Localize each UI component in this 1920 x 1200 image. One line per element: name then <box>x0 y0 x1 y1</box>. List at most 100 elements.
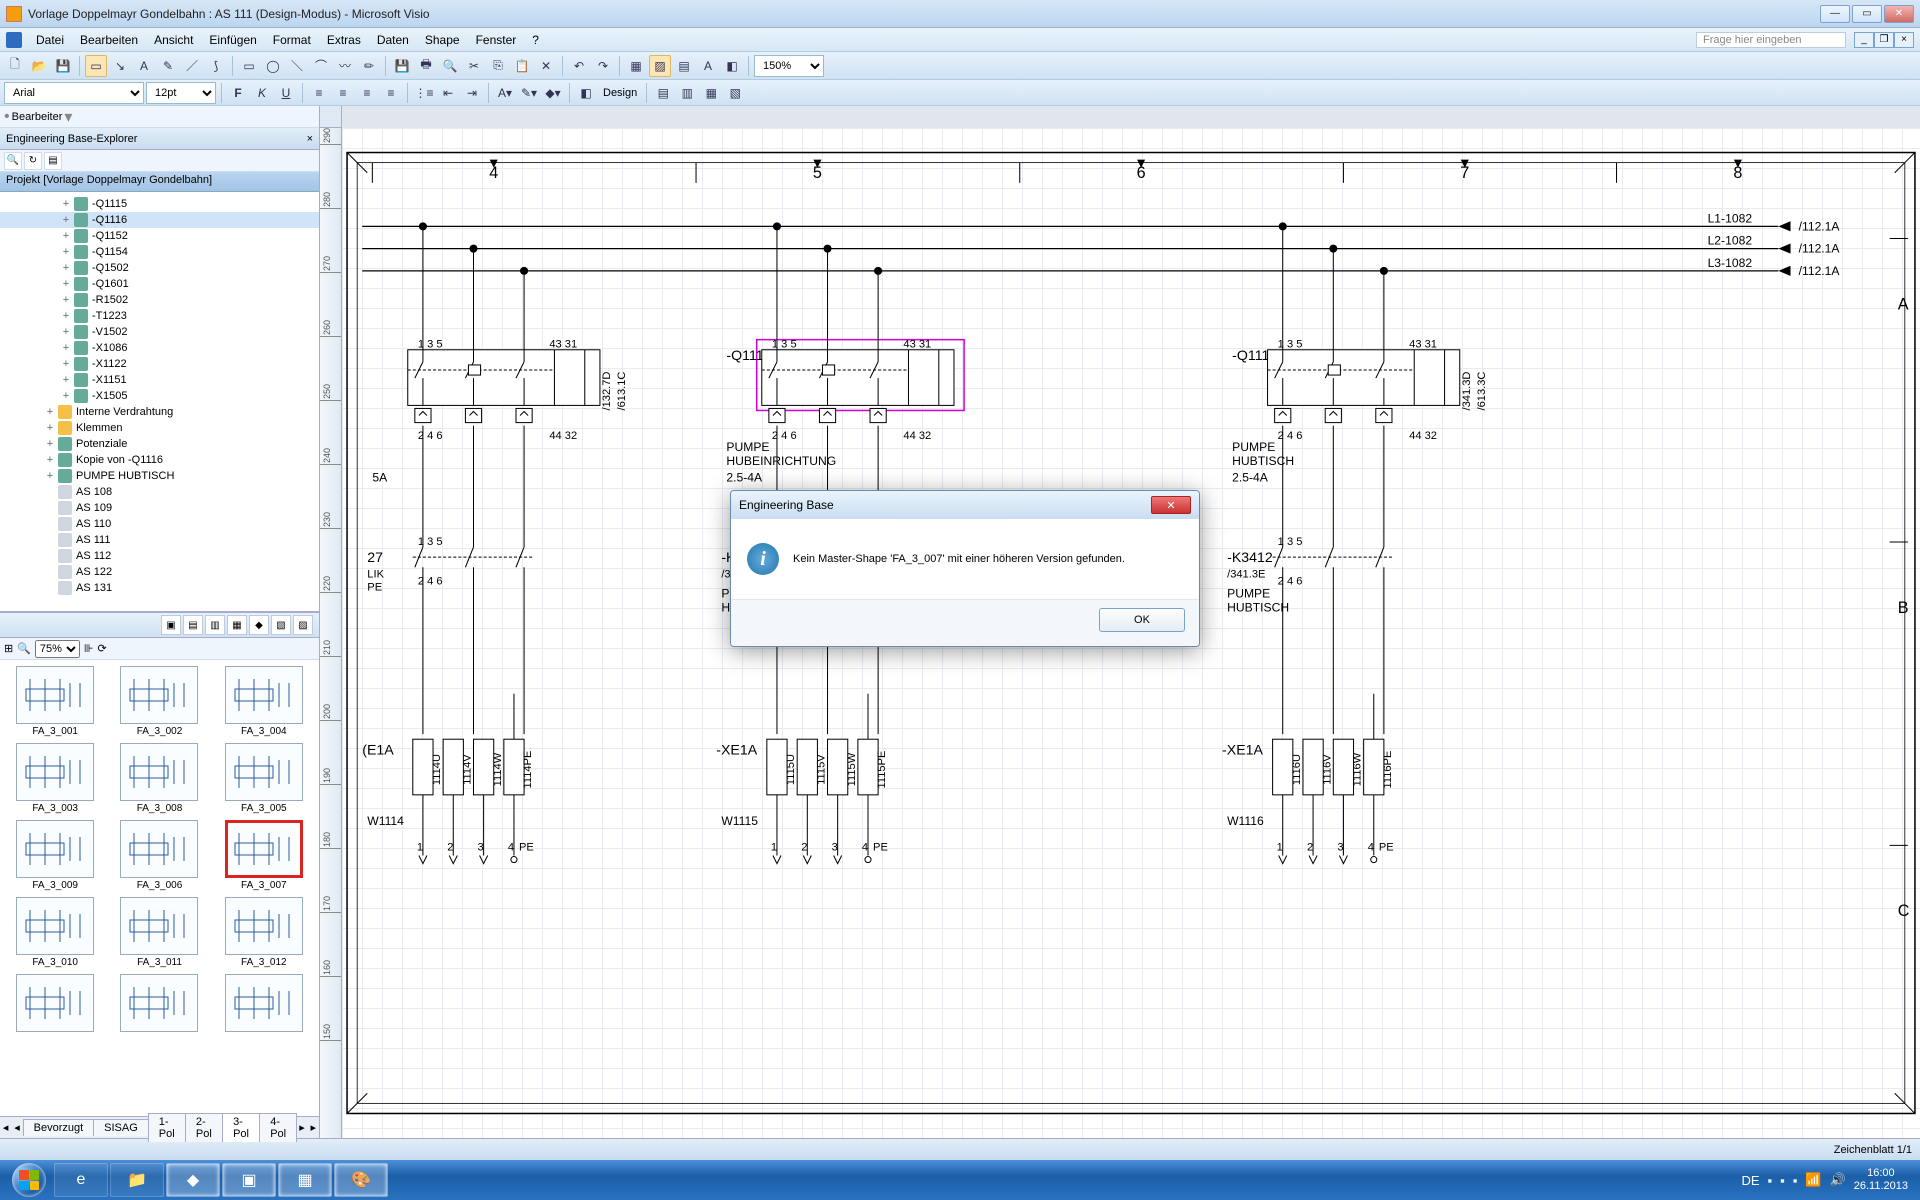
tree-item[interactable]: +-Q1154 <box>0 244 319 260</box>
tray-icon-2[interactable]: ▪ <box>1780 1173 1785 1188</box>
menu-fenster[interactable]: Fenster <box>468 31 525 49</box>
font-color-icon[interactable]: A <box>697 55 719 77</box>
doc-close-button[interactable]: × <box>1894 32 1914 48</box>
shape-stencil[interactable]: FA_3_012 <box>215 897 313 968</box>
dialog-close-icon[interactable]: ✕ <box>1151 496 1191 514</box>
line-color-icon[interactable]: ✎▾ <box>518 82 540 104</box>
fontsize-dropdown[interactable]: 12pt <box>146 82 216 104</box>
redo-icon[interactable]: ↷ <box>592 55 614 77</box>
arc-tool-icon[interactable]: ⟆ <box>205 55 227 77</box>
tree-item[interactable]: +-X1151 <box>0 372 319 388</box>
zoom-dropdown[interactable]: 150% <box>754 55 824 77</box>
tab-nav[interactable]: ▸ <box>308 1121 319 1134</box>
menu-bearbeiten[interactable]: Bearbeiten <box>72 31 146 49</box>
rectangle-icon[interactable]: ▭ <box>238 55 260 77</box>
explorer-close-icon[interactable]: × <box>307 133 313 145</box>
tree-item[interactable]: +PUMPE HUBTISCH <box>0 468 319 484</box>
shape-stencil[interactable]: FA_3_009 <box>6 820 104 891</box>
stencil-tab[interactable]: 2-Pol <box>185 1113 223 1142</box>
shape-stencil[interactable]: FA_3_007 <box>215 820 313 891</box>
tree-item[interactable]: AS 131 <box>0 580 319 596</box>
tree-item[interactable]: +-X1086 <box>0 340 319 356</box>
connect-icon[interactable]: ▦ <box>700 82 722 104</box>
layout-icon[interactable]: ▧ <box>724 82 746 104</box>
fill-icon[interactable]: ◧ <box>721 55 743 77</box>
menu-shape[interactable]: Shape <box>417 31 468 49</box>
save-icon[interactable]: 💾 <box>52 55 74 77</box>
shape-stencil[interactable]: FA_3_001 <box>6 666 104 737</box>
menu-extras[interactable]: Extras <box>319 31 369 49</box>
arc2-icon[interactable]: ⌒ <box>310 55 332 77</box>
pen-icon[interactable]: ✏ <box>358 55 380 77</box>
shape-stencil[interactable]: FA_3_005 <box>215 743 313 814</box>
italic-icon[interactable]: K <box>251 82 273 104</box>
tree-item[interactable]: +-Q1115 <box>0 196 319 212</box>
tree-item[interactable]: +Interne Verdrahtung <box>0 404 319 420</box>
shape-stencil[interactable]: FA_3_003 <box>6 743 104 814</box>
menu-format[interactable]: Format <box>265 31 319 49</box>
paste-icon[interactable]: 📋 <box>511 55 533 77</box>
ask-box[interactable]: Frage hier eingeben <box>1696 32 1846 48</box>
menu-datei[interactable]: Datei <box>28 31 72 49</box>
design-button[interactable]: Design <box>599 87 641 99</box>
tree-item[interactable]: +-R1502 <box>0 292 319 308</box>
project-header[interactable]: Projekt [Vorlage Doppelmayr Gondelbahn] <box>0 172 319 192</box>
start-button[interactable] <box>6 1162 52 1198</box>
copy-icon[interactable]: ⎘ <box>487 55 509 77</box>
shapes-zoom-dropdown[interactable]: 75% <box>35 640 80 658</box>
mid-btn-1[interactable]: ▣ <box>161 615 181 635</box>
minimize-button[interactable]: — <box>1820 5 1850 23</box>
tree-item[interactable]: AS 122 <box>0 564 319 580</box>
tree-item[interactable]: AS 111 <box>0 532 319 548</box>
explorer-refresh-icon[interactable]: ↻ <box>24 152 42 170</box>
line-tool-icon[interactable]: ／ <box>181 55 203 77</box>
stencil-tab[interactable]: 3-Pol <box>222 1113 260 1142</box>
tray-clock[interactable]: 16:00 26.11.2013 <box>1854 1167 1908 1193</box>
taskbar-explorer-icon[interactable]: 📁 <box>110 1163 164 1197</box>
tree-item[interactable]: +Potenziale <box>0 436 319 452</box>
highlight-icon[interactable]: ▨ <box>649 55 671 77</box>
stencil-tab[interactable]: 1-Pol <box>148 1113 186 1142</box>
connector-tool-icon[interactable]: ↘ <box>109 55 131 77</box>
font-color2-icon[interactable]: A▾ <box>494 82 516 104</box>
tree-item[interactable]: +-Q1116 <box>0 212 319 228</box>
preview-icon[interactable]: 🔍 <box>439 55 461 77</box>
bold-icon[interactable]: F <box>227 82 249 104</box>
shapes-opt1-icon[interactable]: ⊪ <box>84 642 94 655</box>
tray-volume-icon[interactable]: 🔊 <box>1830 1172 1846 1188</box>
shape-stencil[interactable] <box>215 974 313 1034</box>
explorer-filter-icon[interactable]: ▤ <box>44 152 62 170</box>
dialog-ok-button[interactable]: OK <box>1099 608 1185 632</box>
align-left-icon[interactable]: ≡ <box>308 82 330 104</box>
menu-?[interactable]: ? <box>524 31 547 49</box>
shape-stencil[interactable]: FA_3_010 <box>6 897 104 968</box>
shapes-opt2-icon[interactable]: ⟳ <box>98 642 107 655</box>
shape-stencil[interactable]: FA_3_006 <box>110 820 208 891</box>
align-justify-icon[interactable]: ≡ <box>380 82 402 104</box>
shapes-search-icon[interactable]: 🔍 <box>17 642 31 655</box>
tray-icon-3[interactable]: ▪ <box>1793 1173 1798 1188</box>
tree-item[interactable]: +Klemmen <box>0 420 319 436</box>
shape-stencil[interactable] <box>6 974 104 1034</box>
mid-btn-3[interactable]: ▥ <box>205 615 225 635</box>
open-icon[interactable]: 📂 <box>28 55 50 77</box>
layer-icon[interactable]: ▤ <box>673 55 695 77</box>
save2-icon[interactable]: 💾 <box>391 55 413 77</box>
tree-item[interactable]: +-X1505 <box>0 388 319 404</box>
tree-item[interactable]: AS 110 <box>0 516 319 532</box>
tray-icon-1[interactable]: ▪ <box>1768 1173 1773 1188</box>
shape-stencil[interactable]: FA_3_002 <box>110 666 208 737</box>
tree-item[interactable]: +-Q1601 <box>0 276 319 292</box>
shape-stencil[interactable] <box>110 974 208 1034</box>
fill-color-icon[interactable]: ◆▾ <box>542 82 564 104</box>
doc-minimize-button[interactable]: _ <box>1854 32 1874 48</box>
system-tray[interactable]: DE ▪ ▪ ▪ 📶 🔊 16:00 26.11.2013 <box>1741 1167 1914 1193</box>
tab-nav[interactable]: ◂ <box>11 1121 22 1134</box>
doc-restore-button[interactable]: ❐ <box>1874 32 1894 48</box>
stencil-tab[interactable]: 4-Pol <box>259 1113 297 1142</box>
tree-item[interactable]: AS 112 <box>0 548 319 564</box>
group-icon[interactable]: ▦ <box>625 55 647 77</box>
taskbar-ie-icon[interactable]: e <box>54 1163 108 1197</box>
print-icon[interactable]: 🖶 <box>415 55 437 77</box>
taskbar-paint-icon[interactable]: 🎨 <box>334 1163 388 1197</box>
